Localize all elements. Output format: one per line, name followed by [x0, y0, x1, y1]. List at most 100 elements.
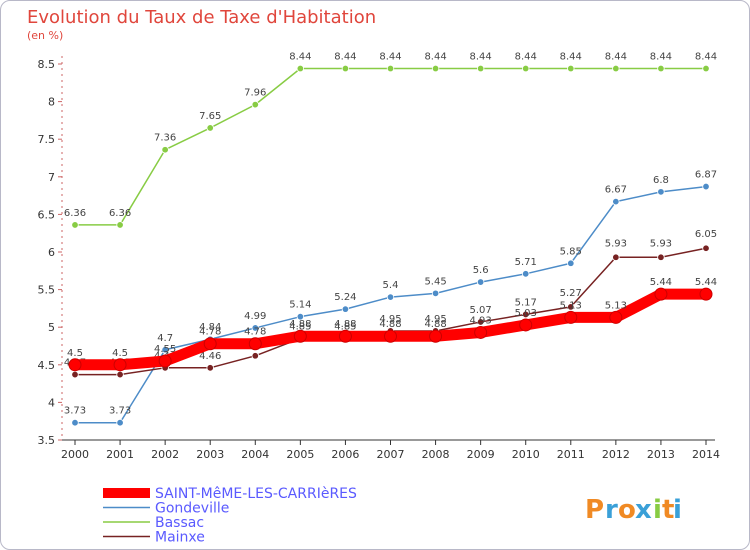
data-point — [474, 325, 488, 339]
data-point — [71, 419, 79, 427]
y-tick-label: 5.5 — [38, 284, 56, 297]
legend-label: Gondeville — [155, 501, 229, 517]
data-point — [116, 221, 124, 229]
data-label: 6.36 — [109, 208, 131, 219]
data-point — [116, 370, 124, 379]
data-label: 4.7 — [157, 333, 173, 344]
x-tick-label: 2001 — [106, 448, 134, 461]
data-label: 4.78 — [244, 327, 266, 338]
data-label: 4.99 — [244, 311, 266, 322]
x-tick-label: 2005 — [286, 448, 314, 461]
x-tick-label: 2011 — [557, 448, 585, 461]
data-point — [338, 329, 352, 343]
data-label: 5.13 — [560, 300, 582, 311]
data-point — [564, 310, 578, 324]
data-label: 4.85 — [334, 321, 356, 332]
data-label: 5.07 — [470, 305, 492, 316]
data-label: 8.44 — [515, 52, 537, 63]
data-label: 4.5 — [67, 348, 83, 359]
x-tick-label: 2007 — [377, 448, 405, 461]
y-tick-label: 7 — [48, 171, 55, 184]
data-label: 5.14 — [289, 300, 311, 311]
logo-letter: i — [673, 495, 682, 525]
data-label: 5.44 — [650, 277, 672, 288]
data-label: 4.88 — [424, 319, 446, 330]
data-point — [341, 305, 350, 313]
data-point — [476, 64, 485, 73]
data-label: 5.93 — [605, 238, 627, 249]
data-point — [341, 64, 350, 73]
data-label: 4.46 — [199, 351, 221, 362]
data-label: 4.84 — [199, 322, 221, 333]
data-label: 8.44 — [650, 52, 672, 63]
data-label: 5.71 — [515, 257, 537, 268]
series-layer: 6.36 6.36 7.36 7.65 7.96 8.44 8.44 8.44 8.44 8.44… — [64, 52, 717, 427]
data-point — [476, 278, 485, 286]
y-tick-label: 8.5 — [38, 58, 56, 71]
y-tick-label: 6 — [48, 246, 55, 259]
data-label: 5.27 — [560, 288, 582, 299]
data-label: 4.5 — [112, 348, 128, 359]
data-point — [522, 64, 530, 73]
data-label: 4.93 — [470, 315, 492, 326]
data-label: 5.45 — [424, 276, 446, 287]
data-label: 6.36 — [64, 208, 86, 219]
data-point — [161, 146, 169, 154]
x-tick-label: 2010 — [512, 448, 540, 461]
data-point — [296, 312, 305, 321]
x-tick-label: 2009 — [467, 448, 495, 461]
data-label: 8.44 — [379, 52, 401, 63]
data-point — [113, 358, 127, 372]
data-label: 5.44 — [695, 277, 717, 288]
series-gondeville: 3.73 3.73 4.7 4.84 4.99 5.14 5.24 5.4 5.45 5.6 5.7… — [64, 170, 717, 427]
data-point — [203, 337, 217, 351]
data-label: 4.95 — [424, 314, 446, 325]
data-point — [251, 100, 259, 109]
data-point — [384, 329, 397, 343]
chart-legend: SAINT-MêME-LES-CARRIèRESGondevilleBassac… — [103, 486, 357, 546]
logo-letter: r — [605, 495, 618, 525]
data-point — [68, 358, 82, 372]
data-point — [293, 329, 307, 343]
data-point — [431, 64, 440, 73]
data-point — [431, 289, 440, 298]
data-label: 3.73 — [109, 406, 131, 417]
data-point — [654, 287, 668, 301]
y-tick-label: 5 — [48, 321, 55, 334]
series-bassac: 6.36 6.36 7.36 7.65 7.96 8.44 8.44 8.44 8.44 8.44… — [64, 52, 717, 229]
data-label: 8.44 — [560, 52, 582, 63]
data-label: 5.17 — [515, 297, 537, 308]
logo-letter: o — [618, 495, 636, 525]
data-label: 4.78 — [199, 327, 221, 338]
x-tick-label: 2006 — [331, 448, 359, 461]
data-point — [612, 253, 620, 261]
data-label: 6.67 — [605, 185, 627, 196]
data-label: 7.65 — [199, 111, 221, 122]
data-label: 5.6 — [473, 265, 489, 276]
data-point — [251, 324, 259, 332]
data-point — [702, 64, 710, 73]
data-point — [158, 354, 172, 368]
data-point — [702, 244, 710, 252]
data-label: 8.44 — [334, 52, 356, 63]
data-label: 5.03 — [515, 308, 537, 319]
data-point — [206, 124, 214, 132]
data-label: 8.44 — [470, 52, 492, 63]
logo-letter: i — [653, 495, 662, 525]
x-tick-label: 2012 — [602, 448, 630, 461]
data-label: 5.93 — [650, 238, 672, 249]
logo-letter: t — [662, 495, 674, 525]
data-point — [567, 64, 575, 73]
data-label: 4.55 — [154, 344, 176, 355]
data-label: 8.44 — [289, 52, 311, 63]
data-label: 8.44 — [424, 52, 446, 63]
data-label: 5.4 — [383, 280, 399, 291]
data-label: 4.88 — [334, 319, 356, 330]
data-point — [251, 352, 259, 360]
data-label: 8.44 — [695, 52, 717, 63]
data-label: 6.8 — [653, 175, 669, 186]
data-point — [519, 318, 533, 332]
